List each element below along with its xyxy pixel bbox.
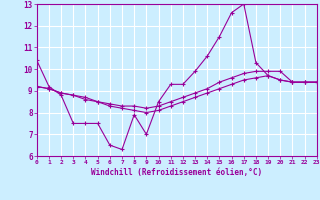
X-axis label: Windchill (Refroidissement éolien,°C): Windchill (Refroidissement éolien,°C): [91, 168, 262, 177]
